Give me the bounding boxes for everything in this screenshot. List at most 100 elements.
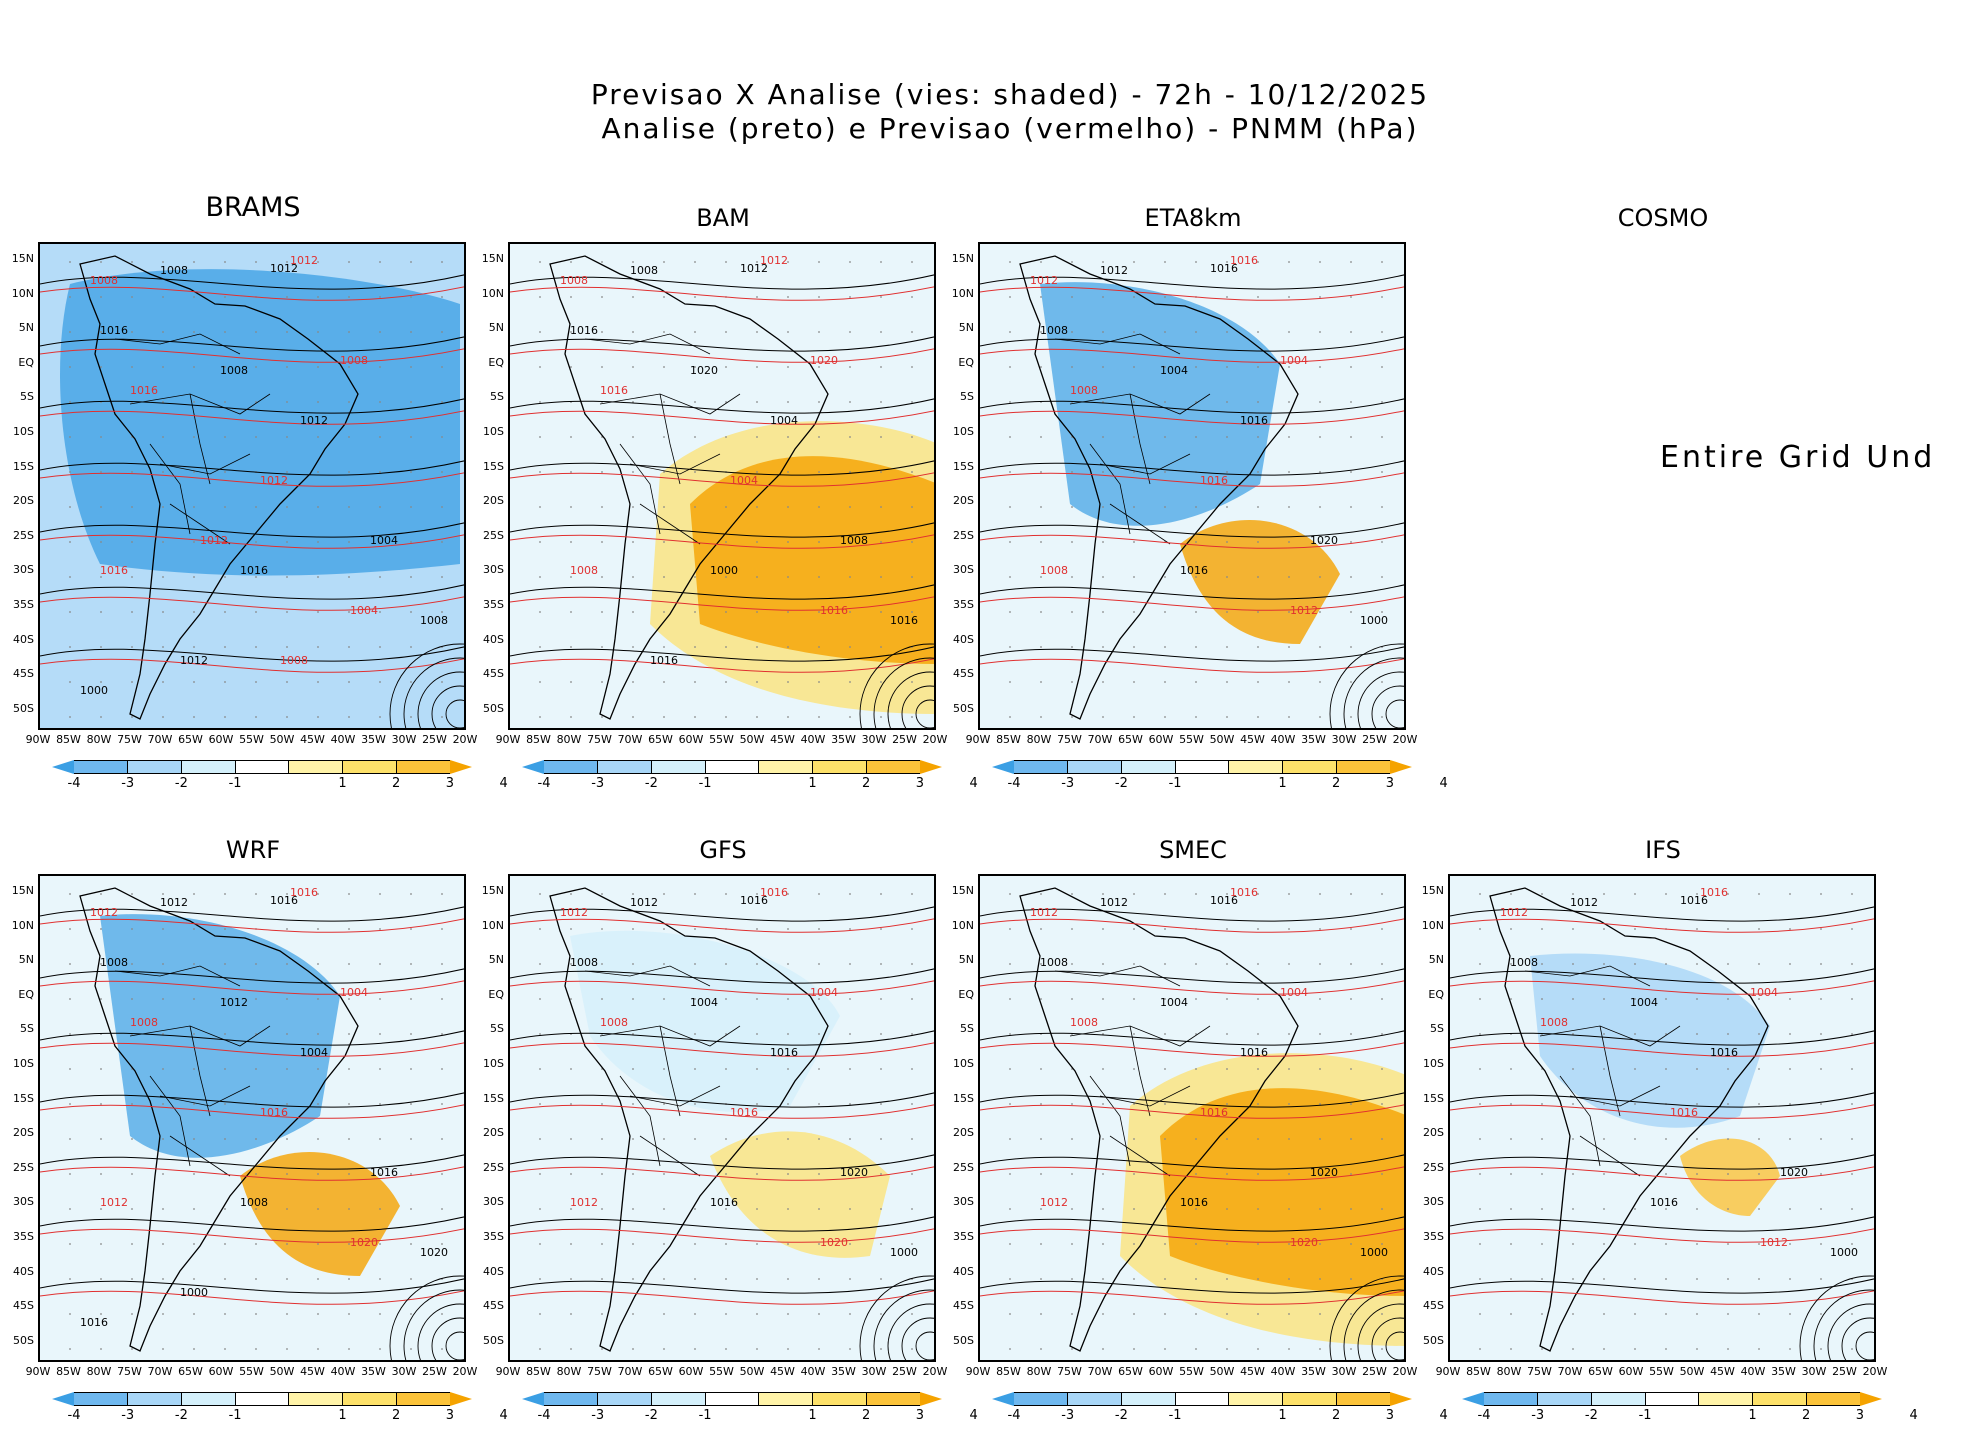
low-pressure-contour [1343, 657, 1404, 728]
forecast-isobar-label: 1008 [130, 1016, 158, 1029]
colorbar-min-arrow [522, 760, 544, 774]
bias-shading [1680, 1138, 1780, 1216]
colorbar-max-arrow [1860, 1392, 1882, 1406]
analysis-isobar [510, 460, 934, 476]
analysis-isobar [40, 584, 464, 600]
latitude-label: 50S [483, 701, 504, 715]
latitude-label: 25S [953, 528, 974, 542]
longitude-label: 60W [1148, 733, 1174, 746]
longitude-label: 80W [86, 1365, 112, 1378]
longitude-label: 35W [361, 1365, 386, 1378]
longitude-label: 25W [1832, 1365, 1857, 1378]
colorbar-tick-label: -4 [1007, 776, 1021, 791]
longitude-label: 25W [892, 733, 917, 746]
analysis-isobar-label: 1020 [1780, 1166, 1808, 1179]
country-border [659, 393, 681, 485]
latitude-label: 35S [13, 598, 34, 611]
analysis-isobar-label: 1020 [420, 1246, 448, 1259]
panel-title-bam: BAM [696, 204, 750, 232]
latitude-label: EQ [18, 355, 34, 369]
analysis-isobar [1450, 1030, 1874, 1046]
colorbar-tick-label: -2 [1584, 1408, 1598, 1423]
analysis-isobar-label: 1020 [840, 1166, 868, 1179]
forecast-isobar-label: 1004 [1280, 354, 1308, 367]
continent-outline [1489, 887, 1769, 1352]
colorbar-tick-label: -4 [1477, 1408, 1491, 1423]
panel-title-smec: SMEC [1159, 836, 1227, 864]
panel-title-cosmo: COSMO [1617, 204, 1709, 232]
colorbar-cell [759, 1393, 814, 1405]
analysis-isobar-label: 1008 [630, 264, 658, 277]
colorbar-cell [74, 1393, 128, 1405]
analysis-isobar [980, 584, 1404, 600]
colorbar-cell [1337, 761, 1391, 773]
analysis-isobar [510, 1092, 934, 1108]
colorbar-max-arrow [450, 760, 472, 774]
longitude-label: 85W [996, 733, 1021, 746]
low-pressure-contour [417, 1303, 464, 1360]
analysis-isobar [1450, 1154, 1874, 1170]
longitude-label: 70W [617, 733, 643, 746]
latitude-label: 50S [953, 1333, 974, 1347]
country-border [1539, 1025, 1681, 1047]
latitude-label: 40S [953, 632, 974, 646]
country-border [629, 453, 721, 475]
latitude-label: 10S [483, 1057, 504, 1070]
colorbar: -4 -3 -2 -1 1 2 3 4 [522, 760, 978, 796]
forecast-isobar [40, 286, 464, 301]
forecast-isobar-label: 1016 [290, 886, 318, 899]
forecast-isobar [980, 980, 1404, 995]
country-border [629, 1085, 721, 1107]
longitude-label: 65W [648, 1365, 673, 1378]
longitude-label: 75W [1527, 1365, 1552, 1378]
country-border [639, 503, 701, 545]
colorbar-tick-label: -4 [67, 1408, 81, 1423]
latitude-label: 10S [953, 425, 974, 438]
country-border [159, 453, 251, 475]
country-border [1089, 443, 1131, 535]
latitude-label: 10N [481, 286, 504, 300]
analysis-isobar-label: 1016 [240, 564, 268, 577]
longitude-label: 40W [1740, 1365, 1766, 1378]
latitude-label: 15S [483, 1091, 504, 1105]
colorbar-tick-label: 1 [338, 1408, 347, 1423]
country-border [584, 965, 711, 987]
latitude-label: 50S [1423, 1333, 1444, 1347]
analysis-isobar-label: 1000 [710, 564, 738, 577]
longitude-label: 45W [300, 1365, 325, 1378]
country-border [149, 1075, 191, 1167]
latitude-label: 25S [13, 528, 34, 542]
analysis-isobar [510, 1216, 934, 1232]
forecast-isobar-label: 1008 [1070, 1016, 1098, 1029]
low-pressure-contour [901, 685, 934, 728]
low-pressure-contour [887, 671, 934, 728]
latitude-label: 5S [490, 1022, 504, 1036]
latitude-label: 10N [11, 286, 34, 300]
longitude-label: 55W [1179, 733, 1204, 746]
latitude-label: 35S [953, 1230, 974, 1243]
forecast-isobar-label: 1004 [1750, 986, 1778, 999]
latitude-label: 30S [483, 1195, 504, 1209]
analysis-isobar-label: 1004 [1160, 364, 1188, 377]
longitude-label: 85W [1466, 1365, 1491, 1378]
longitude-label: 60W [678, 1365, 704, 1378]
longitude-label: 35W [361, 733, 386, 746]
colorbar-tick-label: -1 [228, 776, 242, 791]
low-pressure-contour [873, 1289, 934, 1360]
colorbar-min-arrow [52, 760, 74, 774]
low-pressure-contour [1385, 1331, 1404, 1360]
latitude-label: 5N [18, 321, 34, 335]
latitude-label: 5S [960, 1022, 974, 1036]
analysis-isobar [980, 1154, 1404, 1170]
latitude-label: 15S [13, 1091, 34, 1105]
forecast-isobar [40, 1042, 464, 1057]
longitude-label: 50W [739, 1365, 765, 1378]
latitude-label: 40S [483, 1264, 504, 1278]
map-panel-eta8km: 1012 1016 1008 1004 1016 1020 1000 1016 1012 1016… [978, 242, 1406, 730]
longitude-label: 20W [1862, 1365, 1888, 1378]
colorbar-cell [397, 761, 451, 773]
longitude-label: 70W [1557, 1365, 1583, 1378]
longitude-label: 65W [648, 733, 673, 746]
colorbar-cell [705, 1393, 760, 1405]
forecast-isobar-label: 1012 [1290, 604, 1318, 617]
